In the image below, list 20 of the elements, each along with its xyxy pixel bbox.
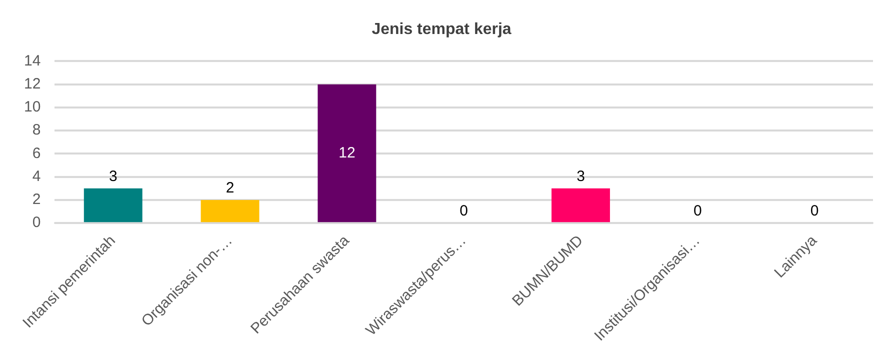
y-tick-label: 10 [24, 98, 41, 116]
data-label: 0 [460, 202, 468, 220]
bar [552, 188, 610, 222]
data-label: 12 [338, 144, 356, 162]
data-label: 2 [226, 180, 234, 197]
bar [318, 84, 376, 222]
y-tick-label: 6 [32, 144, 41, 162]
y-tick-label: 8 [32, 122, 41, 139]
y-tick-label: 0 [32, 214, 41, 232]
y-tick-label: 12 [24, 75, 41, 92]
bar [84, 188, 142, 222]
data-label: 0 [693, 202, 702, 220]
y-tick-label: 4 [32, 168, 41, 185]
data-label: 3 [576, 168, 585, 186]
data-label: 0 [810, 202, 819, 220]
bar [200, 200, 260, 222]
chart-title: Jenis tempat kerja [372, 21, 512, 38]
data-label: 3 [108, 168, 118, 186]
y-tick-label: 2 [32, 191, 41, 208]
y-tick-label: 14 [24, 52, 41, 70]
